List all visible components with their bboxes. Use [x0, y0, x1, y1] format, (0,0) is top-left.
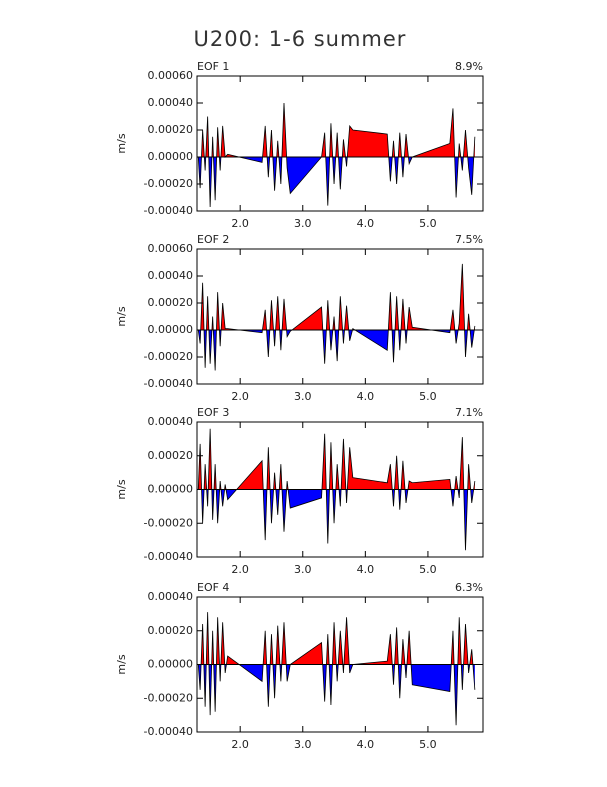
panel-title: EOF 3: [197, 406, 229, 419]
y-tick-label: -0.00020: [144, 516, 193, 529]
y-tick-label: -0.00040: [144, 725, 193, 738]
plot-frame: [196, 248, 484, 385]
x-tick-label: 2.0: [231, 563, 249, 576]
panel-annotation: 8.9%: [455, 60, 483, 73]
y-tick-label: -0.00040: [144, 550, 193, 563]
x-tick-label: 4.0: [357, 738, 375, 751]
y-tick-label: 0.00000: [148, 323, 194, 336]
y-tick-label: 0.00000: [148, 150, 194, 163]
y-tick-label: 0.00020: [148, 624, 194, 637]
y-axis-label: m/s: [115, 479, 128, 499]
y-tick-label: 0.00020: [148, 296, 194, 309]
panel-title: EOF 4: [197, 581, 229, 594]
panel-annotation: 7.1%: [455, 406, 483, 419]
series-line: [197, 263, 476, 371]
panel-title: EOF 1: [197, 60, 229, 73]
y-tick-label: 0.00020: [148, 123, 194, 136]
y-tick-label: 0.00020: [148, 449, 194, 462]
y-tick-label: -0.00020: [144, 691, 193, 704]
panel: EOF 1 8.9% m/s 0.00060 0.00040 0.00020 0.00000…: [115, 60, 484, 230]
x-tick-label: 3.0: [294, 563, 312, 576]
x-tick-label: 5.0: [419, 217, 437, 230]
y-tick-label: 0.00000: [148, 483, 194, 496]
x-tick-label: 4.0: [357, 217, 375, 230]
y-tick-label: 0.00060: [148, 69, 194, 82]
x-tick-label: 5.0: [419, 738, 437, 751]
x-tick-label: 3.0: [294, 217, 312, 230]
y-axis-label: m/s: [115, 654, 128, 674]
x-tick-label: 4.0: [357, 563, 375, 576]
panel: EOF 2 7.5% m/s 0.00060 0.00040 0.00020 0.00000…: [115, 233, 484, 403]
panel-title: EOF 2: [197, 233, 229, 246]
panel: EOF 3 7.1% m/s 0.00040 0.00020 0.00000 -0.0002…: [115, 406, 484, 576]
x-tick-label: 3.0: [294, 390, 312, 403]
y-tick-label: -0.00040: [144, 204, 193, 217]
figure-title: U200: 1-6 summer: [194, 27, 407, 51]
y-tick-label: 0.00000: [148, 658, 194, 671]
x-tick-label: 5.0: [419, 563, 437, 576]
y-tick-label: -0.00020: [144, 177, 193, 190]
area-positive: [198, 103, 475, 157]
panel-annotation: 7.5%: [455, 233, 483, 246]
y-tick-label: 0.00040: [148, 269, 194, 282]
x-tick-label: 2.0: [231, 390, 249, 403]
x-tick-label: 3.0: [294, 738, 312, 751]
series-line: [197, 612, 476, 726]
panel-annotation: 6.3%: [455, 581, 483, 594]
x-tick-label: 5.0: [419, 390, 437, 403]
series-line: [197, 102, 476, 207]
y-tick-label: 0.00040: [148, 96, 194, 109]
y-tick-label: 0.00040: [148, 415, 194, 428]
x-tick-label: 4.0: [357, 390, 375, 403]
x-tick-label: 2.0: [231, 217, 249, 230]
y-axis-label: m/s: [115, 133, 128, 153]
y-tick-label: 0.00040: [148, 590, 194, 603]
plot-frame: [196, 75, 484, 212]
y-axis-label: m/s: [115, 306, 128, 326]
y-tick-label: 0.00060: [148, 242, 194, 255]
series-line: [197, 428, 476, 551]
y-tick-label: -0.00020: [144, 350, 193, 363]
y-tick-label: -0.00040: [144, 377, 193, 390]
x-tick-label: 2.0: [231, 738, 249, 751]
panel: EOF 4 6.3% m/s 0.00040 0.00020 0.00000 -0.0002…: [115, 581, 484, 751]
